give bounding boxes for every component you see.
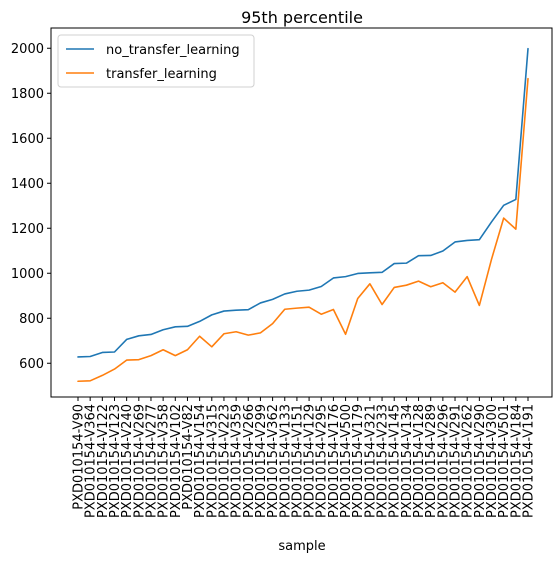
- x-tick-label: PXD010154-V290: [473, 404, 488, 518]
- x-tick-label: PXD010154-V133: [278, 404, 293, 518]
- x-tick-label: PXD010154-V179: [351, 404, 366, 518]
- y-tick-label: 1400: [11, 177, 44, 192]
- x-tick-label: PXD010154-V266: [242, 404, 257, 518]
- x-tick-label: PXD010154-V129: [303, 404, 318, 518]
- y-tick-label: 2000: [11, 42, 44, 57]
- x-tick-label: PXD010154-V102: [169, 404, 184, 518]
- y-tick-label: 1600: [11, 132, 44, 147]
- legend-box: [57, 34, 255, 88]
- x-axis-label: sample: [278, 539, 325, 554]
- x-tick-label: PXD010154-V123: [108, 404, 123, 518]
- legend-label-no-transfer-learning: no_transfer_learning: [106, 43, 240, 58]
- x-tick-label: PXD010154-V154: [193, 404, 208, 518]
- x-tick-label: PXD010154-V240: [120, 404, 135, 518]
- x-tick-label: PXD010154-V262: [461, 404, 476, 518]
- y-tick-label: 800: [19, 312, 44, 327]
- x-tick-label: PXD010154-V223: [217, 404, 232, 518]
- y-tick-label: 1000: [11, 267, 44, 282]
- x-tick-label: PXD010154-V362: [266, 404, 281, 518]
- x-tick-label: PXD010154-V291: [449, 404, 464, 518]
- x-tick-label: PXD010154-V364: [84, 404, 99, 518]
- y-tick-label: 1800: [11, 87, 44, 102]
- x-tick-label: PXD010154-V151: [290, 404, 305, 518]
- x-tick-label: PXD010154-V269: [132, 404, 147, 518]
- plot-frame: [50, 27, 553, 398]
- x-tick-label: PXD010154-V359: [230, 404, 245, 518]
- x-tick-label: PXD010154-V300: [485, 404, 500, 518]
- x-tick-label: PXD010154-V299: [254, 404, 269, 518]
- x-tick-label: PXD010154-V358: [157, 404, 172, 518]
- x-tick-label: PXD010154-V82: [181, 404, 196, 510]
- x-tick-label: PXD010154-V90: [72, 404, 87, 510]
- x-tick-label: PXD010154-V184: [509, 404, 524, 518]
- x-tick-label: PXD010154-V501: [497, 404, 512, 518]
- legend: no_transfer_learning transfer_learning: [57, 34, 255, 88]
- series-line-no-transfer-learning: [77, 47, 529, 358]
- x-tick-label: PXD010154-V122: [96, 404, 111, 518]
- y-tick-label: 600: [19, 357, 44, 372]
- x-tick-label: PXD010154-V296: [436, 404, 451, 518]
- y-tick-label: 1200: [11, 222, 44, 237]
- x-tick-label: PXD010154-V315: [205, 404, 220, 518]
- x-tick-label: PXD010154-V145: [388, 404, 403, 518]
- x-tick-label: PXD010154-V176: [327, 404, 342, 518]
- legend-label-transfer-learning: transfer_learning: [106, 67, 217, 82]
- y-axis: 600 800 1000 1200 1400 1600 1800 2000: [11, 42, 51, 372]
- x-tick-label: PXD010154-V289: [424, 404, 439, 518]
- x-tick-label: PXD010154-V128: [412, 404, 427, 518]
- x-axis: PXD010154-V90PXD010154-V364PXD010154-V12…: [72, 397, 537, 518]
- chart-title: 95th percentile: [241, 8, 363, 27]
- series-layer: [77, 47, 529, 383]
- x-tick-label: PXD010154-V134: [400, 404, 415, 518]
- x-tick-label: PXD010154-V233: [376, 404, 391, 518]
- x-tick-label: PXD010154-V321: [363, 404, 378, 518]
- x-tick-label: PXD010154-V191: [522, 404, 537, 518]
- x-tick-label: PXD010154-V295: [315, 404, 330, 518]
- x-tick-label: PXD010154-V277: [144, 404, 159, 518]
- x-tick-label: PXD010154-V500: [339, 404, 354, 518]
- series-line-transfer-learning: [77, 77, 529, 383]
